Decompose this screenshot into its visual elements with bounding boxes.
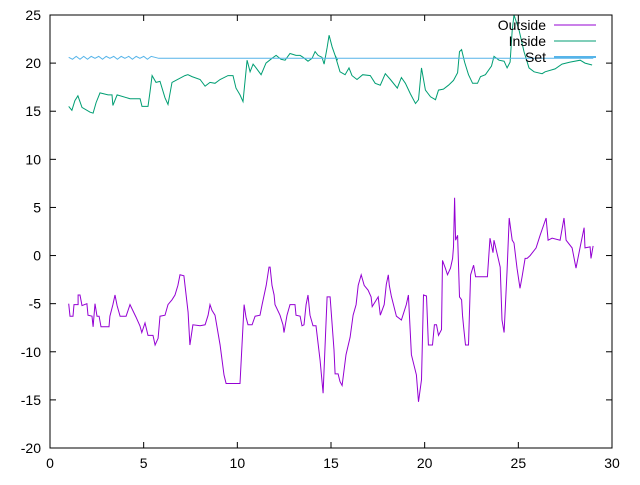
- x-tick-label: 0: [46, 455, 54, 471]
- y-tick-label: 25: [25, 7, 41, 23]
- y-tick-label: -10: [21, 344, 41, 360]
- x-tick-label: 25: [511, 455, 527, 471]
- legend-label-inside: Inside: [509, 33, 547, 49]
- y-tick-label: 5: [33, 199, 41, 215]
- series-inside-line: [68, 15, 593, 114]
- legend-label-outside: Outside: [498, 17, 546, 33]
- y-tick-label: 15: [25, 103, 41, 119]
- y-tick-label: -20: [21, 440, 41, 456]
- y-tick-label: 0: [33, 248, 41, 264]
- series-outside-line: [68, 197, 594, 402]
- y-tick-label: 20: [25, 55, 41, 71]
- x-tick-label: 15: [323, 455, 339, 471]
- x-tick-label: 10: [230, 455, 246, 471]
- x-tick-label: 5: [140, 455, 148, 471]
- series-layer: [68, 15, 594, 402]
- x-tick-label: 20: [417, 455, 433, 471]
- y-tick-label: 10: [25, 151, 41, 167]
- x-tick-label: 30: [604, 455, 620, 471]
- axes-layer: 0 5 10 15 20 25 30 -20 -15 -10 -5 0 5 10 15 20 25: [21, 7, 620, 471]
- series-set-line: [68, 55, 594, 60]
- y-tick-label: -5: [29, 296, 42, 312]
- legend-label-set: Set: [525, 49, 546, 65]
- y-tick-label: -15: [21, 392, 41, 408]
